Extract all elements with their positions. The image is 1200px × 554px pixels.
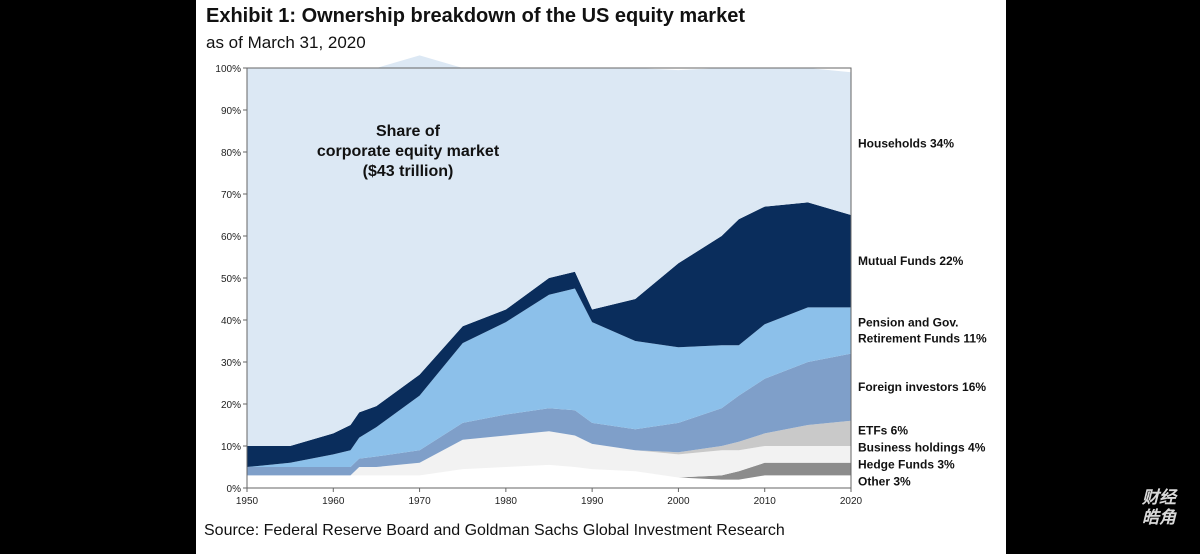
area-series-5	[247, 288, 851, 467]
y-tick-label: 90%	[221, 106, 241, 117]
source-note: Source: Federal Reserve Board and Goldma…	[204, 522, 785, 539]
y-tick-label: 20%	[221, 400, 241, 411]
series-label: ETFs 6%	[858, 424, 908, 438]
x-tick-label: 1950	[236, 496, 259, 507]
chart-subtitle: as of March 31, 2020	[206, 33, 366, 52]
area-series-1	[247, 462, 851, 480]
x-tick-label: 2010	[754, 496, 777, 507]
y-tick-label: 10%	[221, 442, 241, 453]
area-series-2	[247, 431, 851, 478]
y-tick-label: 40%	[221, 316, 241, 327]
x-tick-label: 1980	[495, 496, 518, 507]
chart-title: Exhibit 1: Ownership breakdown of the US…	[206, 5, 745, 27]
series-label: Hedge Funds 3%	[858, 458, 955, 472]
x-tick-label: 2020	[840, 496, 863, 507]
y-tick-label: 60%	[221, 232, 241, 243]
series-label: Mutual Funds 22%	[858, 254, 964, 268]
watermark-line-2: 皓角	[1142, 508, 1176, 527]
area-layers	[247, 55, 851, 488]
y-tick-label: 70%	[221, 190, 241, 201]
series-label: Foreign investors 16%	[858, 380, 986, 394]
annotation-line: ($43 trillion)	[363, 163, 454, 180]
annotation-line: Share of	[376, 123, 441, 140]
area-series-7	[247, 55, 851, 447]
area-series-6	[247, 202, 851, 467]
area-series-3	[247, 420, 851, 476]
watermark-line-1: 财经	[1142, 488, 1176, 507]
y-tick-label: 80%	[221, 148, 241, 159]
y-tick-label: 0%	[227, 484, 242, 495]
x-tick-label: 2000	[667, 496, 690, 507]
chart-annotation: Share of corporate equity market ($43 tril…	[317, 123, 500, 180]
y-tick-label: 50%	[221, 274, 241, 285]
x-tick-label: 1960	[322, 496, 345, 507]
axis-ticks: 0% 10% 20% 30% 40% 50% 60% 70% 80% 90% 100% 1950 196…	[215, 64, 862, 507]
y-tick-label: 30%	[221, 358, 241, 369]
x-tick-label: 1990	[581, 496, 604, 507]
area-series-0	[247, 464, 851, 488]
area-series-4	[247, 353, 851, 476]
y-tick-label: 100%	[215, 64, 241, 75]
series-labels: Other 3% Hedge Funds 3% Business holdings …	[858, 137, 987, 489]
x-tick-label: 1970	[408, 496, 431, 507]
watermark-logo: 财经 皓角	[1136, 488, 1182, 528]
series-label: Business holdings 4%	[858, 441, 986, 455]
annotation-line: corporate equity market	[317, 143, 500, 160]
series-label: Households 34%	[858, 137, 954, 151]
series-label: Other 3%	[858, 475, 911, 489]
series-label: Pension and Gov. Retirement Funds 11%	[858, 316, 987, 346]
